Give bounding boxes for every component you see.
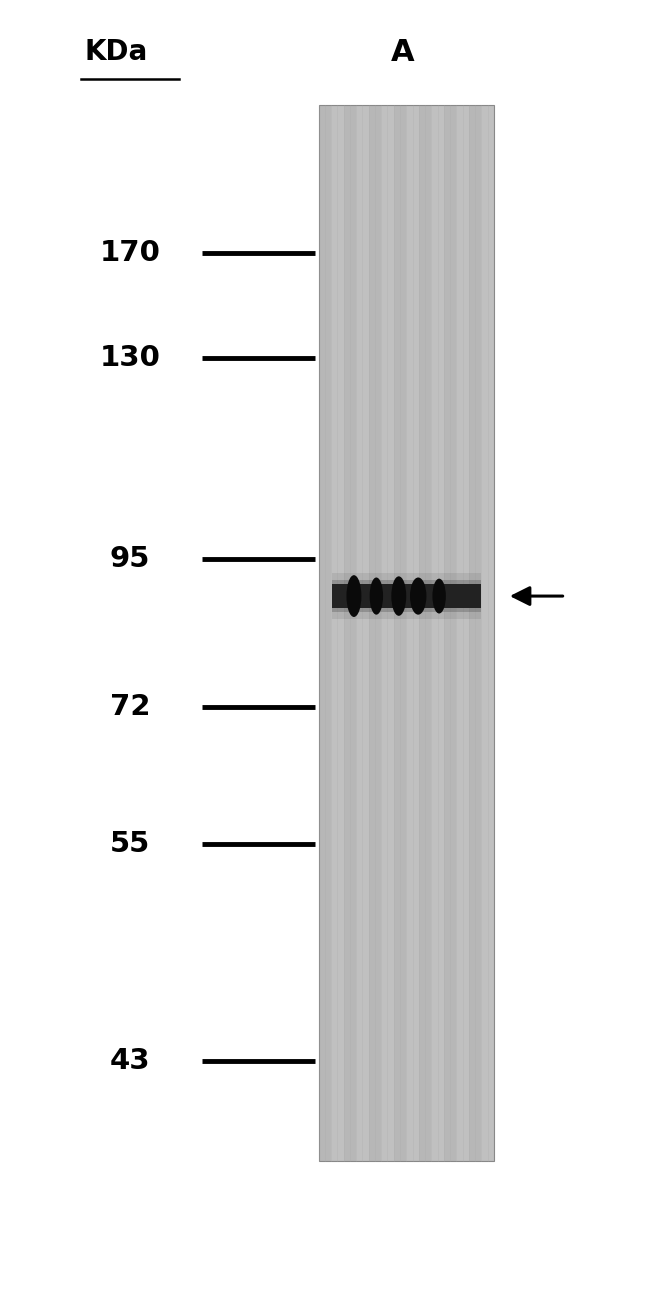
- Ellipse shape: [346, 575, 361, 617]
- Text: 130: 130: [99, 345, 161, 373]
- Bar: [406, 105, 419, 1161]
- Bar: [482, 105, 494, 1161]
- Bar: [394, 105, 406, 1161]
- Bar: [369, 105, 381, 1161]
- Text: 43: 43: [110, 1047, 150, 1075]
- Text: A: A: [391, 38, 415, 67]
- Bar: [356, 105, 369, 1161]
- Bar: [332, 584, 481, 607]
- Bar: [419, 105, 432, 1161]
- Text: 95: 95: [110, 544, 150, 573]
- Bar: [456, 105, 469, 1161]
- Bar: [331, 105, 344, 1161]
- Bar: [432, 105, 444, 1161]
- Text: 72: 72: [110, 693, 150, 722]
- Bar: [344, 105, 356, 1161]
- Ellipse shape: [391, 576, 406, 615]
- Ellipse shape: [432, 579, 446, 614]
- Text: KDa: KDa: [84, 38, 148, 67]
- Bar: [444, 105, 456, 1161]
- Text: 55: 55: [110, 830, 150, 858]
- Bar: [332, 580, 481, 613]
- Ellipse shape: [410, 577, 426, 614]
- Bar: [381, 105, 394, 1161]
- Bar: [332, 573, 481, 619]
- Bar: [469, 105, 482, 1161]
- Ellipse shape: [370, 577, 383, 614]
- Bar: [318, 105, 494, 1161]
- Bar: [318, 105, 331, 1161]
- Text: 170: 170: [99, 239, 161, 266]
